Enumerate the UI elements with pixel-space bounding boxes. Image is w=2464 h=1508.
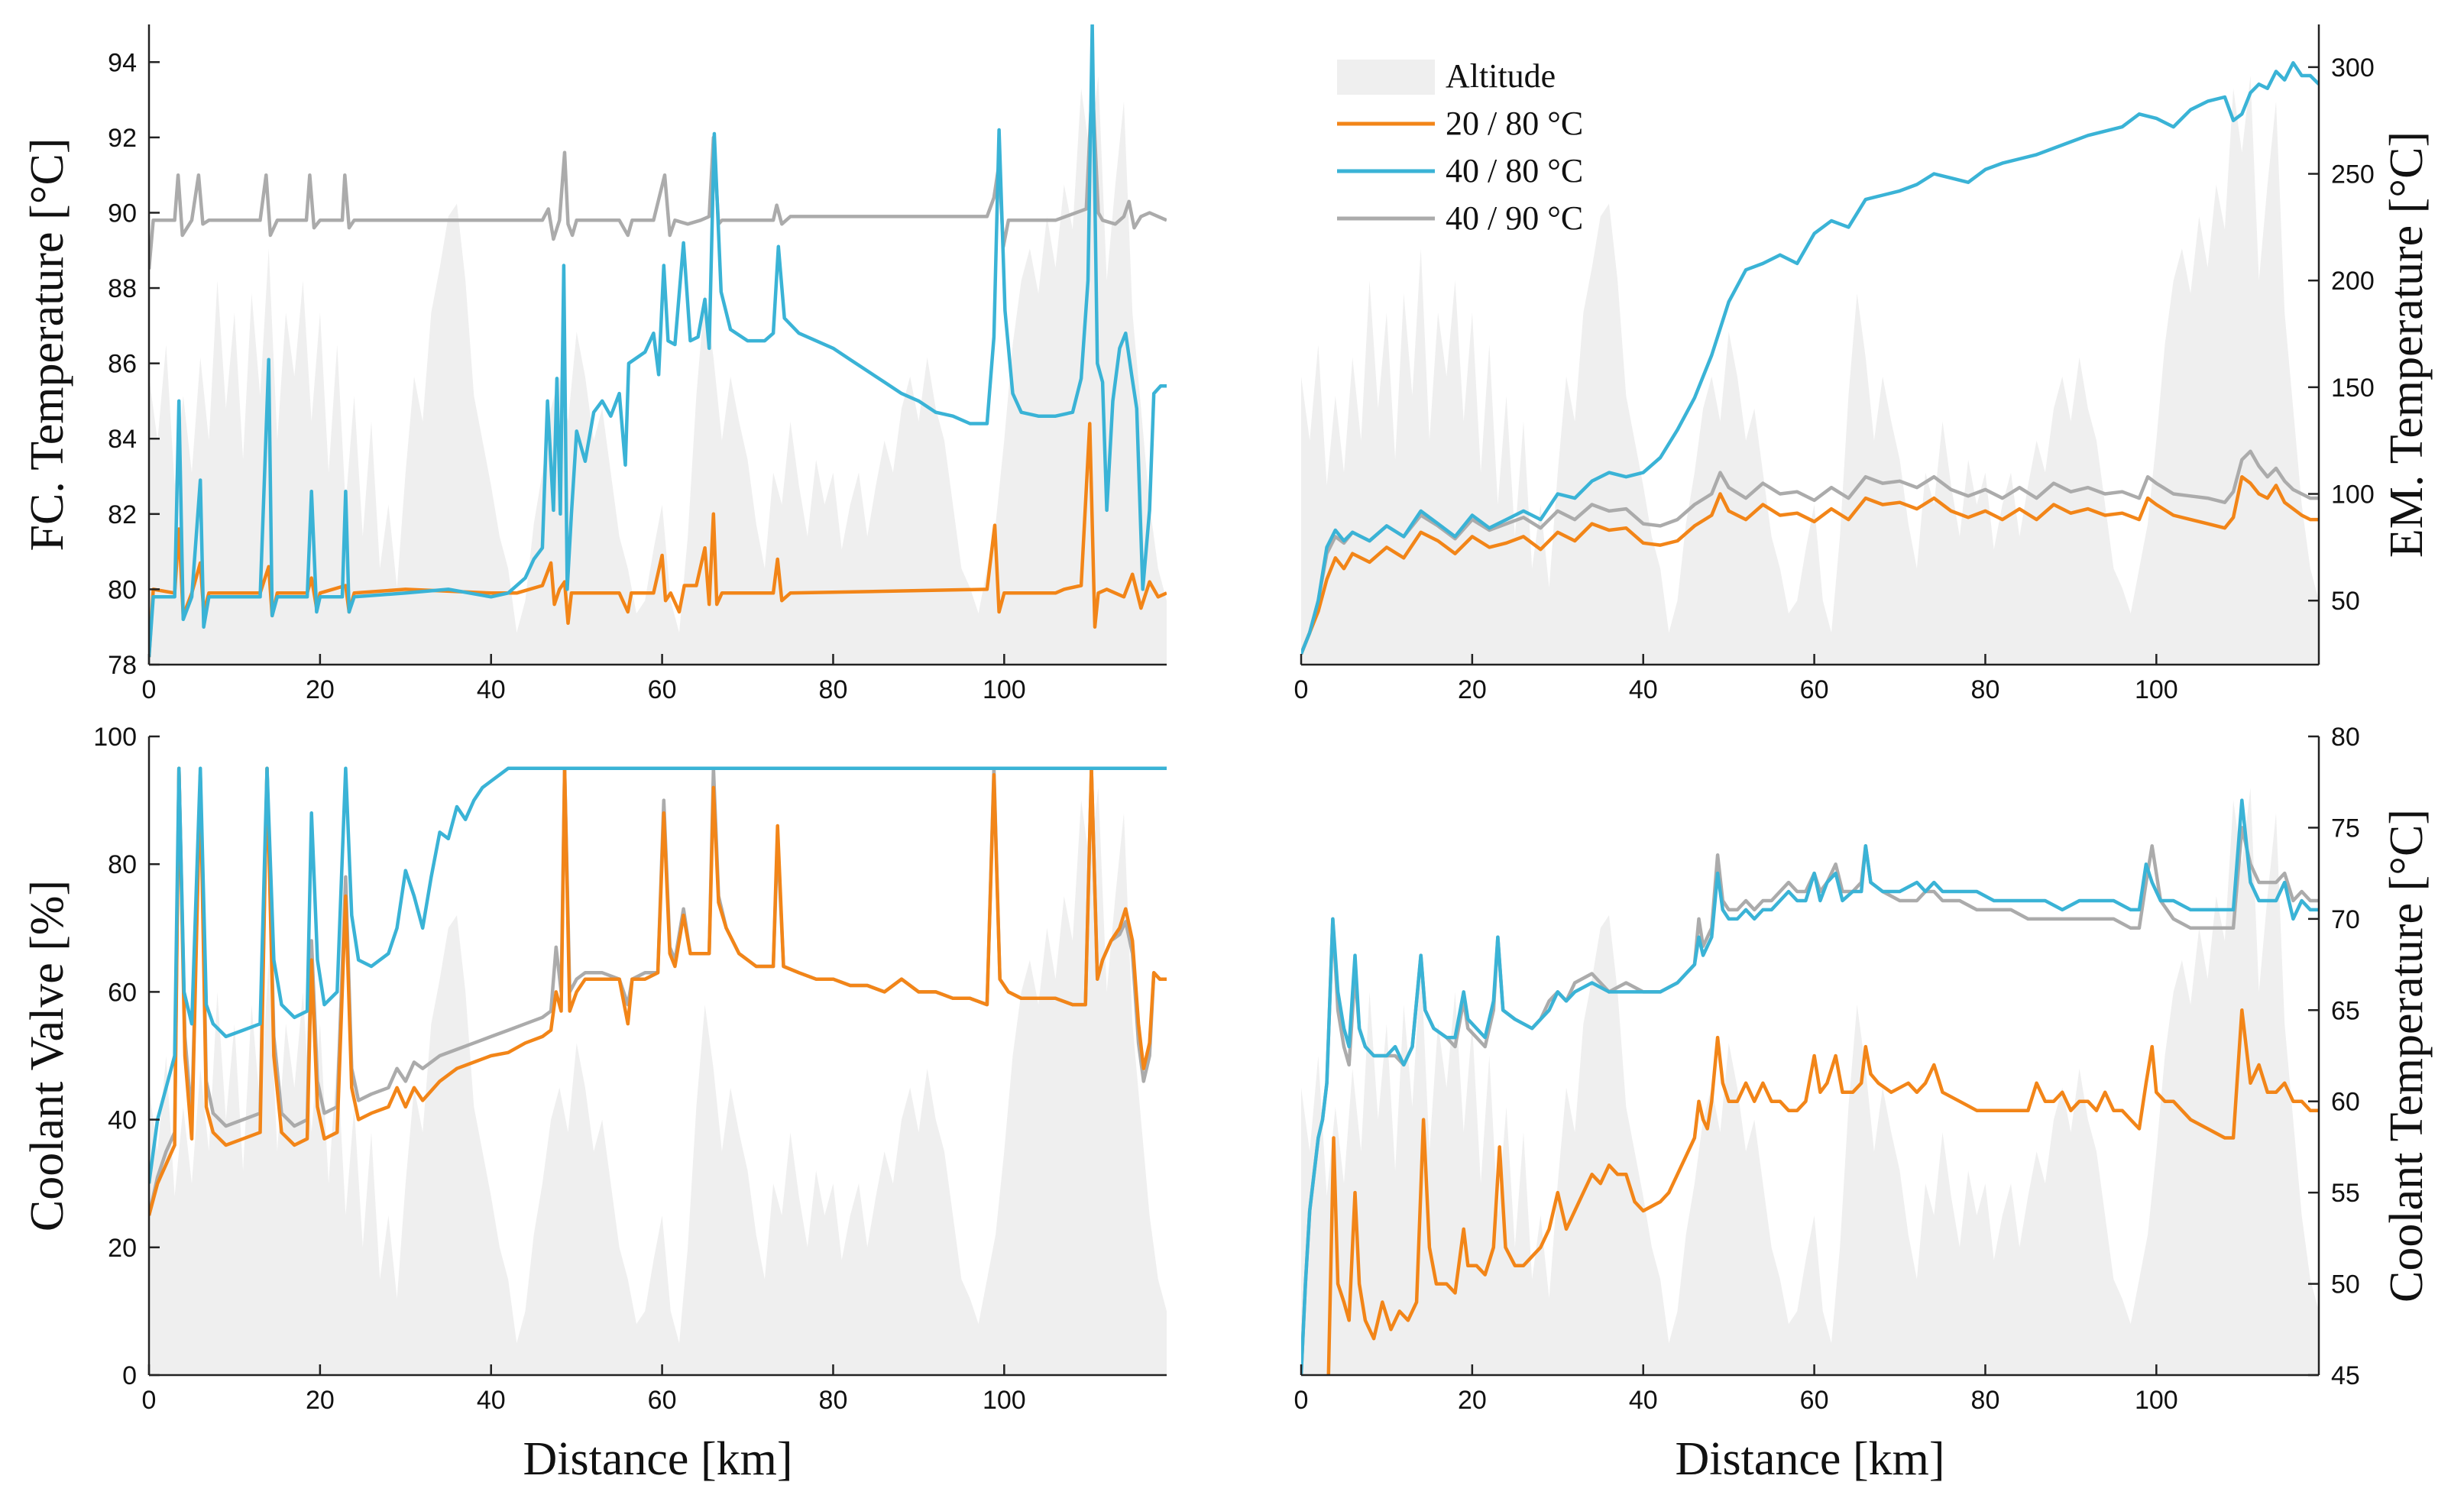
em-altitude-area: [1301, 76, 2319, 665]
coolant-y-tick-label: 60: [2331, 1088, 2360, 1117]
fc-series-40-80: [149, 24, 1167, 658]
fc-x-tick-label: 60: [648, 675, 677, 704]
fc-y-tick-label: 90: [108, 199, 137, 228]
fc-x-tick-label: 100: [983, 675, 1026, 704]
coolant-x-tick-label: 40: [1629, 1386, 1658, 1415]
em-series-40-80: [1301, 61, 2319, 655]
fc-y-tick-label: 88: [108, 274, 137, 303]
coolant-x-tick-label: 60: [1800, 1386, 1829, 1415]
em-x-tick-label: 60: [1800, 675, 1829, 704]
fc-x-tick-label: 80: [819, 675, 848, 704]
em-x-tick-label: 80: [1971, 675, 2000, 704]
em-y-tick-label: 200: [2331, 267, 2375, 296]
fc-y-tick-label: 84: [108, 425, 137, 454]
valve-y-tick-label: 0: [122, 1361, 137, 1390]
coolant-y-tick-label: 75: [2331, 814, 2360, 843]
em-y-tick-label: 250: [2331, 160, 2375, 189]
em-y-tick-label: 300: [2331, 53, 2375, 83]
em-y-tick-label: 150: [2331, 374, 2375, 403]
valve-x-tick-label: 80: [819, 1386, 848, 1415]
legend: Altitude 20 / 80 °C 40 / 80 °C 40 / 90 °…: [1337, 57, 1583, 237]
valve-y-tick-label: 20: [108, 1234, 137, 1263]
valve-x-tick-label: 100: [983, 1386, 1026, 1415]
coolant-y-tick-label: 50: [2331, 1270, 2360, 1299]
fc-x-tick-label: 0: [142, 675, 157, 704]
coolant-series-20-80: [1326, 1008, 2319, 1375]
coolant-y-tick-label: 80: [2331, 723, 2360, 752]
fc-altitude-area: [149, 76, 1167, 665]
em-y-axis-label: EM. Temperature [°C]: [2381, 131, 2433, 558]
fc-y-tick-label: 94: [108, 48, 137, 77]
valve-altitude-area: [149, 787, 1167, 1375]
valve-y-tick-label: 40: [108, 1106, 137, 1135]
fc-temperature-panel: 0 20 40 60 80 100 78 80 82 84 86 88 90 92 94 FC. Temper…: [21, 24, 1167, 704]
coolant-y-tick-label: 70: [2331, 905, 2360, 934]
fc-y-tick-label: 82: [108, 500, 137, 529]
fc-series-40-90: [149, 79, 1167, 270]
coolant-series-40-80: [1301, 798, 2319, 1375]
valve-x-tick-label: 60: [648, 1386, 677, 1415]
coolant-x-tick-label: 0: [1294, 1386, 1309, 1415]
valve-x-axis-label: Distance [km]: [523, 1433, 793, 1485]
fc-x-tick-label: 40: [477, 675, 506, 704]
coolant-y-tick-label: 55: [2331, 1179, 2360, 1208]
em-x-tick-label: 100: [2135, 675, 2178, 704]
legend-label-40-80: 40 / 80 °C: [1446, 152, 1583, 189]
em-x-tick-label: 40: [1629, 675, 1658, 704]
valve-series-20-80: [149, 766, 1167, 1216]
coolant-altitude-area: [1301, 787, 2319, 1375]
valve-y-tick-label: 80: [108, 850, 137, 879]
em-x-tick-label: 0: [1294, 675, 1309, 704]
coolant-x-axis-label: Distance [km]: [1676, 1433, 1945, 1485]
em-x-tick-label: 20: [1458, 675, 1487, 704]
em-y-tick-label: 100: [2331, 481, 2375, 510]
valve-y-axis-label: Coolant Valve [%]: [21, 880, 73, 1231]
em-y-tick-label: 50: [2331, 587, 2360, 616]
fc-y-tick-label: 86: [108, 350, 137, 379]
legend-label-40-90: 40 / 90 °C: [1446, 199, 1583, 237]
coolant-temperature-panel: 0 20 40 60 80 100 45 50 55 60 65 70 75 80 Coolant Temp…: [1294, 723, 2433, 1485]
fc-y-axis-label: FC. Temperature [°C]: [21, 138, 73, 551]
valve-y-tick-label: 100: [93, 723, 137, 752]
valve-x-tick-label: 40: [477, 1386, 506, 1415]
coolant-y-axis-label: Coolant Temperature [°C]: [2381, 809, 2433, 1303]
em-series-20-80: [1301, 474, 2319, 655]
fc-y-tick-label: 92: [108, 124, 137, 153]
legend-label-altitude: Altitude: [1446, 57, 1556, 95]
valve-y-tick-label: 60: [108, 978, 137, 1007]
coolant-x-tick-label: 80: [1971, 1386, 2000, 1415]
coolant-valve-panel: 0 20 40 60 80 100 0 20 40 60 80 100 Coolant Valve [%…: [21, 723, 1167, 1485]
coolant-x-tick-label: 100: [2135, 1386, 2178, 1415]
legend-label-20-80: 20 / 80 °C: [1446, 105, 1583, 142]
valve-x-tick-label: 0: [142, 1386, 157, 1415]
legend-swatch-altitude: [1337, 60, 1435, 95]
valve-x-tick-label: 20: [306, 1386, 335, 1415]
valve-series-40-80: [149, 766, 1167, 1184]
fc-y-tick-label: 80: [108, 575, 137, 604]
coolant-x-tick-label: 20: [1458, 1386, 1487, 1415]
fc-x-tick-label: 20: [306, 675, 335, 704]
coolant-y-tick-label: 65: [2331, 996, 2360, 1025]
coolant-y-tick-label: 45: [2331, 1361, 2360, 1390]
fc-y-tick-label: 78: [108, 651, 137, 680]
em-temperature-panel: 0 20 40 60 80 100 50 100 150 200 250 300 EM. Tempera…: [1294, 24, 2433, 704]
